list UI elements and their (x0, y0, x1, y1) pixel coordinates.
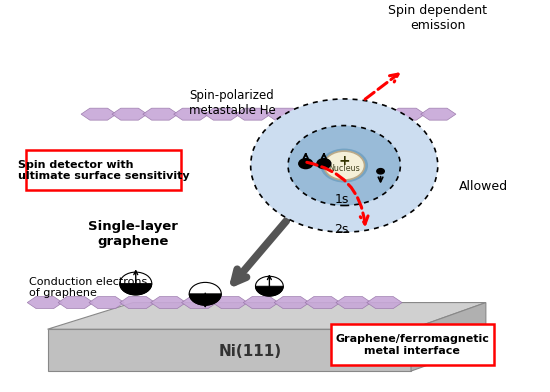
Text: Ni(111): Ni(111) (219, 344, 282, 359)
Polygon shape (367, 297, 402, 309)
Text: Allowed: Allowed (459, 180, 508, 193)
Circle shape (120, 272, 152, 295)
Polygon shape (28, 297, 63, 309)
Polygon shape (390, 108, 425, 120)
Polygon shape (328, 108, 364, 120)
Polygon shape (81, 108, 117, 120)
Polygon shape (58, 297, 94, 309)
Polygon shape (266, 108, 301, 120)
Ellipse shape (251, 99, 438, 232)
Polygon shape (143, 108, 178, 120)
Circle shape (317, 159, 331, 169)
Text: Spin dependent
emission: Spin dependent emission (388, 4, 487, 32)
Circle shape (299, 159, 312, 169)
Polygon shape (359, 108, 394, 120)
Polygon shape (120, 283, 152, 295)
Text: Graphene/ferromagnetic
metal interface: Graphene/ferromagnetic metal interface (335, 334, 489, 356)
Text: Spin-polarized
metastable He: Spin-polarized metastable He (189, 89, 276, 117)
Ellipse shape (288, 125, 400, 205)
Circle shape (189, 282, 221, 305)
Text: Nucleus: Nucleus (328, 164, 360, 173)
Polygon shape (182, 297, 217, 309)
Polygon shape (411, 303, 486, 371)
Text: 1s: 1s (334, 192, 349, 205)
Polygon shape (47, 303, 486, 329)
Polygon shape (235, 108, 271, 120)
Polygon shape (421, 108, 456, 120)
Polygon shape (205, 108, 240, 120)
Circle shape (324, 151, 365, 180)
Polygon shape (47, 329, 411, 371)
Circle shape (256, 276, 283, 296)
Polygon shape (243, 297, 279, 309)
FancyBboxPatch shape (26, 150, 181, 190)
Polygon shape (151, 297, 186, 309)
Polygon shape (336, 297, 371, 309)
Polygon shape (274, 297, 310, 309)
Circle shape (377, 169, 384, 174)
Ellipse shape (320, 149, 368, 183)
Text: Conduction electrons
of graphene: Conduction electrons of graphene (29, 276, 147, 298)
Polygon shape (89, 297, 124, 309)
FancyBboxPatch shape (331, 324, 494, 365)
Text: Spin detector with
ultimate surface sensitivity: Spin detector with ultimate surface sens… (18, 160, 190, 181)
Polygon shape (305, 297, 340, 309)
Polygon shape (112, 108, 147, 120)
Polygon shape (212, 297, 248, 309)
Text: 2s: 2s (334, 223, 349, 236)
Polygon shape (174, 108, 209, 120)
Text: Single-layer
graphene: Single-layer graphene (88, 220, 178, 248)
Polygon shape (297, 108, 332, 120)
Polygon shape (189, 294, 221, 305)
Polygon shape (256, 286, 283, 296)
Polygon shape (120, 297, 155, 309)
Text: +: + (338, 154, 350, 168)
